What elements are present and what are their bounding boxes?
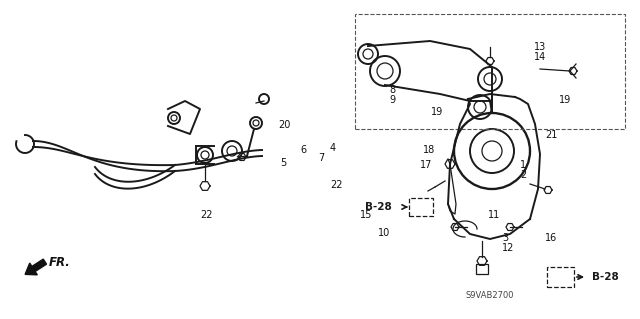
Bar xyxy=(355,14,625,129)
Text: 22: 22 xyxy=(200,210,212,220)
Bar xyxy=(476,264,488,274)
Text: 10: 10 xyxy=(378,228,390,238)
Text: 21: 21 xyxy=(545,130,557,140)
Text: 19: 19 xyxy=(559,95,572,105)
FancyArrow shape xyxy=(25,259,47,275)
Text: 20: 20 xyxy=(278,120,291,130)
Text: 12: 12 xyxy=(502,243,515,253)
Text: 6: 6 xyxy=(300,145,306,155)
Text: 19: 19 xyxy=(431,107,444,117)
Text: 2: 2 xyxy=(520,170,526,180)
Text: 4: 4 xyxy=(330,143,336,153)
Text: FR.: FR. xyxy=(49,256,71,269)
Text: 3: 3 xyxy=(502,233,508,243)
Text: 1: 1 xyxy=(520,160,526,170)
Text: 22: 22 xyxy=(330,180,342,190)
Text: 15: 15 xyxy=(360,210,372,220)
Text: 9: 9 xyxy=(390,95,396,105)
Text: B-28: B-28 xyxy=(592,272,619,282)
Text: 8: 8 xyxy=(390,85,396,95)
Text: 18: 18 xyxy=(423,145,435,155)
Text: 17: 17 xyxy=(420,160,433,170)
Text: 14: 14 xyxy=(534,52,547,62)
Text: 16: 16 xyxy=(545,233,557,243)
Text: S9VAB2700: S9VAB2700 xyxy=(466,291,515,300)
Text: B-28: B-28 xyxy=(365,202,392,212)
Text: 7: 7 xyxy=(318,153,324,163)
Text: 11: 11 xyxy=(488,210,500,220)
Text: 5: 5 xyxy=(280,158,286,168)
Text: 13: 13 xyxy=(534,42,547,52)
